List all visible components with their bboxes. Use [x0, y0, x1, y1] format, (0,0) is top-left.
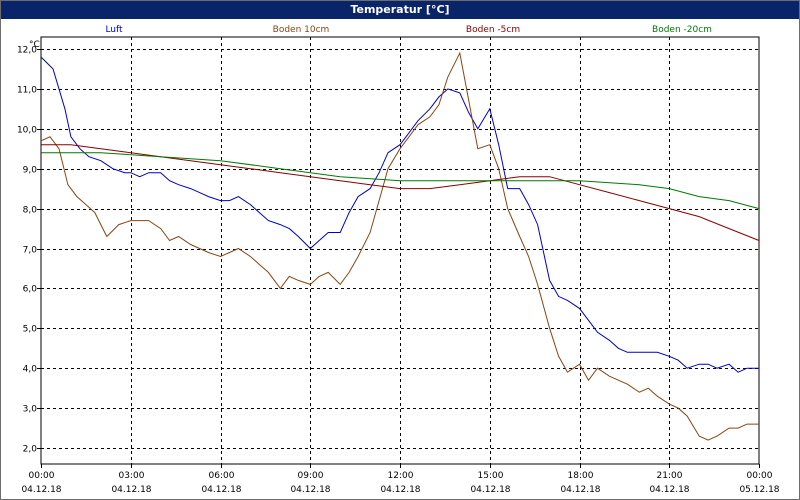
- x-tick-date-label: 04.12.18: [470, 485, 510, 495]
- x-tick-date-label: 04.12.18: [649, 485, 689, 495]
- y-tick-label: 7,0: [23, 246, 38, 256]
- series-layer: [40, 51, 760, 441]
- temperature-chart: Luft Boden 10cm Boden -5cm Boden -20cm 2,0 3…: [17, 25, 780, 496]
- y-axis-label: °C: [29, 40, 40, 50]
- series-line-1: [40, 56, 759, 373]
- legend-entry-4: Boden -20cm: [652, 25, 712, 35]
- x-tick-time-label: 00:00: [747, 471, 773, 481]
- x-tick-date-label: 04.12.18: [201, 485, 241, 495]
- y-tick-label: 5,0: [23, 325, 38, 335]
- y-tick-label: 10,0: [17, 126, 37, 136]
- x-tick-date-label: 04.12.18: [21, 485, 61, 495]
- x-tick-date-label: 05.12.18: [739, 485, 779, 495]
- x-tick-time-label: 00:00: [29, 471, 55, 481]
- legend-entry-1: Luft: [105, 25, 123, 35]
- y-tick-label: 8,0: [23, 206, 38, 216]
- x-tick-time-label: 12:00: [388, 471, 414, 481]
- y-tick-label: 11,0: [17, 86, 37, 96]
- axes: 2,0 3,0 4,0 5,0 6,0 7,0 8,0 9,0 10,0 11,0 12,0 00:0…: [17, 46, 780, 496]
- y-tick-label: 6,0: [23, 285, 38, 295]
- y-tick-label: 3,0: [23, 405, 38, 415]
- x-tick-time-label: 21:00: [657, 471, 683, 481]
- x-tick-date-label: 04.12.18: [290, 485, 330, 495]
- legend: Luft Boden 10cm Boden -5cm Boden -20cm: [105, 25, 712, 35]
- y-tick-label: 12,0: [17, 46, 37, 56]
- x-tick-time-label: 03:00: [119, 471, 145, 481]
- series-line-2: [40, 51, 759, 441]
- x-tick-time-label: 18:00: [568, 471, 594, 481]
- x-tick-date-label: 04.12.18: [380, 485, 420, 495]
- x-tick-time-label: 09:00: [298, 471, 324, 481]
- x-tick-date-label: 04.12.18: [560, 485, 600, 495]
- grid: [40, 36, 760, 465]
- y-tick-label: 4,0: [23, 365, 38, 375]
- x-tick-time-label: 15:00: [478, 471, 504, 481]
- series-line-4: [41, 152, 760, 210]
- x-tick-date-label: 04.12.18: [111, 485, 151, 495]
- y-tick-label: 9,0: [23, 166, 38, 176]
- legend-entry-3: Boden -5cm: [466, 25, 520, 35]
- x-tick-time-label: 06:00: [209, 471, 235, 481]
- legend-entry-2: Boden 10cm: [273, 25, 330, 35]
- window-title: Temperatur [°C]: [1, 1, 799, 19]
- y-tick-label: 2,0: [23, 445, 38, 455]
